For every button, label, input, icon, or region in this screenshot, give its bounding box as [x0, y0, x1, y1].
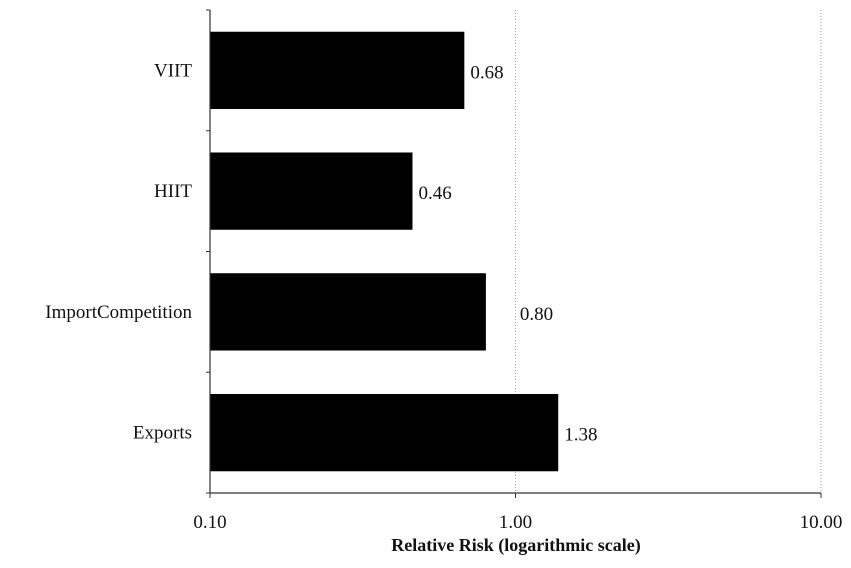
bar-exports — [210, 393, 559, 472]
x-tick-label: 1.00 — [499, 512, 532, 533]
value-label: 1.38 — [564, 425, 597, 446]
value-label: 0.46 — [418, 183, 451, 204]
bar-importcompetition — [210, 273, 486, 351]
category-label: Exports — [133, 423, 192, 444]
axes — [206, 9, 822, 498]
bar-viit — [210, 31, 465, 110]
category-label: HIIT — [154, 181, 192, 202]
value-label: 0.80 — [520, 304, 553, 325]
x-axis-title: Relative Risk (logarithmic scale) — [391, 535, 640, 556]
value-label: 0.68 — [470, 62, 503, 83]
grid-lines — [515, 10, 822, 493]
category-label: ImportCompetition — [45, 302, 192, 323]
x-tick-label: 10.00 — [800, 512, 843, 533]
labels: VIIT 0.68 HIIT 0.46 ImportCompetition 0.80 Exp… — [45, 60, 842, 533]
category-label: VIIT — [154, 60, 192, 81]
bars — [210, 31, 559, 472]
bar-hiit — [210, 152, 413, 230]
x-tick-label: 0.10 — [193, 512, 226, 533]
